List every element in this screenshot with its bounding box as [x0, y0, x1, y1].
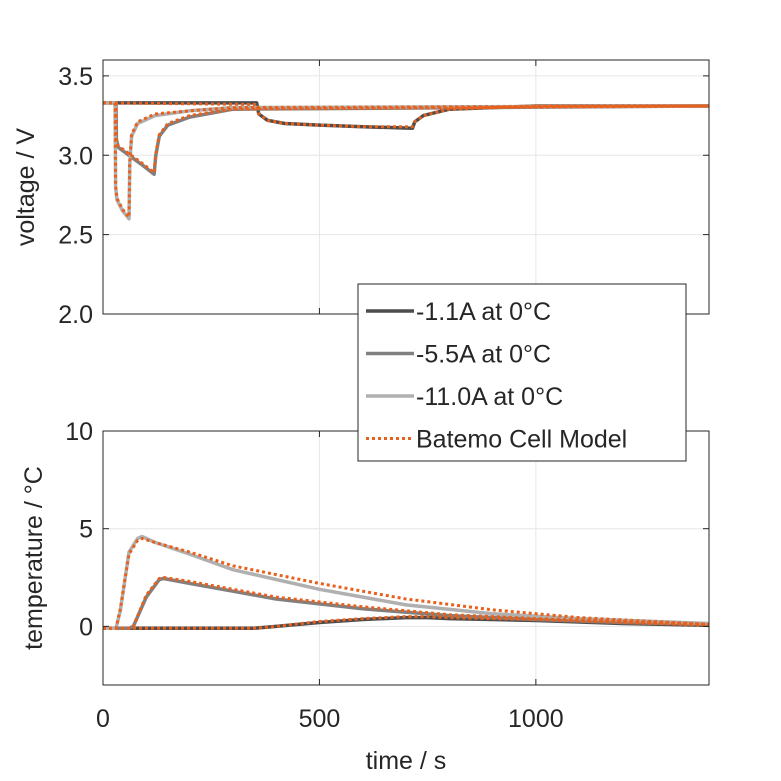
legend-item-5-5a-at-0-c: -5.5A at 0°C: [366, 341, 551, 369]
temperature-series-batemo-cell-model: [103, 576, 710, 630]
legend-item-11-0a-at-0-c: -11.0A at 0°C: [366, 383, 563, 411]
voltage-grid: [102, 60, 709, 315]
voltage-ytick-label: 2.5: [58, 222, 93, 250]
temperature-series-11-0a-at-0-c: [103, 534, 710, 631]
legend-item-batemo-cell-model: Batemo Cell Model: [366, 426, 627, 454]
voltage-ytick-label: 3.5: [58, 63, 93, 91]
legend-label: -5.5A at 0°C: [416, 341, 551, 369]
temperature-ytick-label: 5: [79, 516, 93, 544]
legend-item-1-1a-at-0-c: -1.1A at 0°C: [366, 298, 551, 326]
time-xlabel: time / s: [366, 747, 447, 775]
voltage-ylabel: voltage / V: [12, 128, 40, 246]
voltage-ytick-labels: 2.0 2.5 3.0 3.5: [58, 63, 93, 329]
time-xtick-labels: 0 500 1000: [96, 705, 564, 733]
temperature-ytick-label: 0: [79, 613, 93, 641]
voltage-series: [102, 101, 710, 221]
legend-label: -11.0A at 0°C: [416, 383, 563, 411]
voltage-ytick-label: 2.0: [58, 301, 93, 329]
voltage-series-batemo-cell-model: [103, 101, 710, 175]
voltage-tick-marks: [102, 60, 709, 315]
voltage-ytick-label: 3.0: [58, 142, 93, 170]
temperature-series-batemo-cell-model: [103, 615, 710, 630]
legend-label: -1.1A at 0°C: [416, 298, 551, 326]
voltage-axes-frame: [102, 59, 710, 315]
legend-label: Batemo Cell Model: [416, 426, 627, 454]
temperature-axes-frame: [102, 430, 710, 686]
legend-box: [357, 283, 687, 462]
temperature-axes: 0 5 10 0 500 1000 temperature / °C time / s: [20, 418, 710, 775]
temperature-xtick-label: 0: [96, 705, 110, 733]
temperature-ytick-labels: 0 5 10: [65, 418, 93, 641]
voltage-series-batemo-cell-model: [103, 101, 710, 219]
voltage-series-11-0a-at-0-c: [103, 101, 710, 221]
temperature-grid: [102, 430, 709, 685]
voltage-series-batemo-cell-model: [102, 101, 709, 129]
temperature-ytick-label: 10: [65, 418, 93, 446]
temperature-xtick-label: 500: [299, 705, 341, 733]
temperature-tick-marks: [102, 430, 709, 685]
temperature-xtick-label: 1000: [508, 705, 564, 733]
temperature-ylabel: temperature / °C: [20, 466, 48, 650]
temperature-series-batemo-cell-model: [103, 537, 710, 630]
legend: -1.1A at 0°C -5.5A at 0°C -11.0A at 0°C Bat…: [357, 283, 687, 462]
temperature-series: [103, 534, 710, 631]
